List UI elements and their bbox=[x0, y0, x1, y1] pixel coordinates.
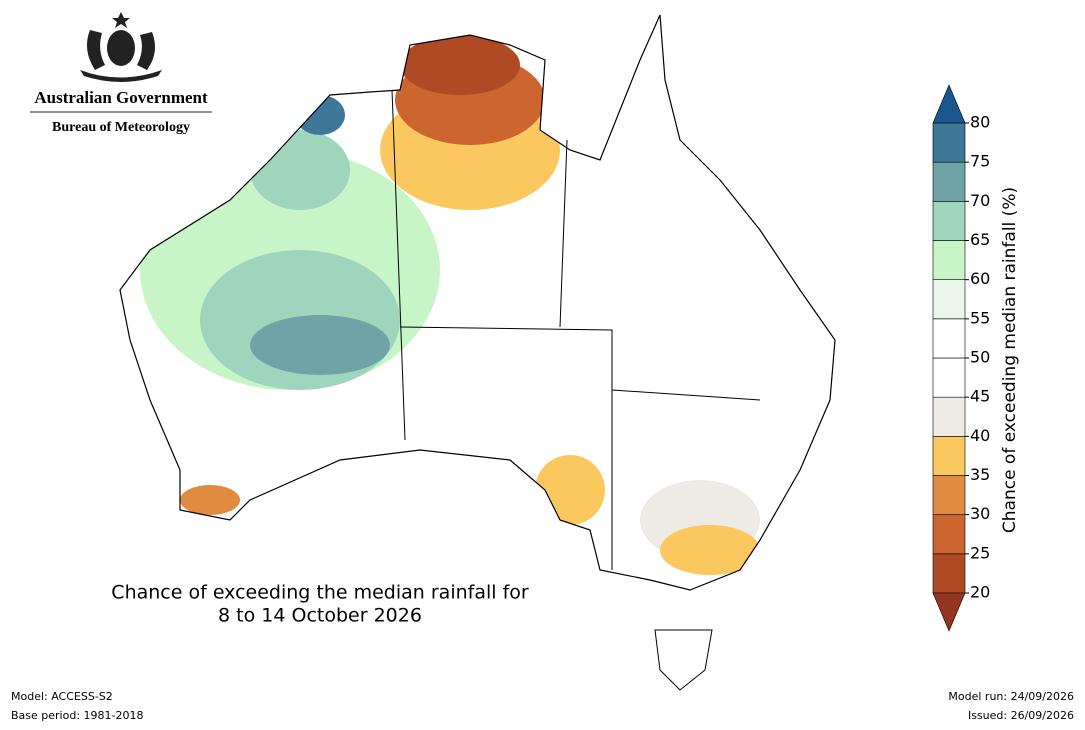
colorbar-bin bbox=[932, 122, 966, 163]
colorbar-tick-label: 45 bbox=[970, 387, 990, 406]
footer-note: Base period: 1981-2018 bbox=[11, 709, 143, 722]
colorbar-label: Chance of exceeding median rainfall (%) bbox=[1000, 187, 1020, 533]
colorbar-tick-label: 70 bbox=[970, 191, 990, 210]
colorbar-tick-label: 60 bbox=[970, 269, 990, 288]
colorbar-tick-label: 50 bbox=[970, 348, 990, 367]
colorbar-tick-label: 75 bbox=[970, 152, 990, 171]
org-subtitle: Bureau of Meteorology bbox=[52, 120, 190, 135]
footer-note: Model run: 24/09/2026 bbox=[948, 690, 1074, 703]
org-title: Australian Government bbox=[34, 88, 208, 107]
crest bbox=[80, 12, 162, 82]
colorbar-tick-label: 25 bbox=[970, 543, 990, 562]
colorbar-over bbox=[932, 84, 966, 124]
colorbar-tick-label: 55 bbox=[970, 308, 990, 327]
colorbar-tick-label: 35 bbox=[970, 465, 990, 484]
footer-note: Issued: 26/09/2026 bbox=[968, 709, 1074, 722]
colorbar-bin bbox=[932, 514, 966, 555]
colorbar-bin bbox=[932, 553, 966, 594]
colorbar-tick-label: 20 bbox=[970, 583, 990, 602]
colorbar-bin bbox=[932, 279, 966, 320]
colorbar-bin bbox=[932, 201, 966, 241]
colorbar-bin bbox=[932, 396, 966, 437]
colorbar-bin bbox=[932, 357, 966, 398]
colorbar-bin bbox=[932, 318, 966, 359]
colorbar-bin bbox=[932, 161, 966, 202]
tasmania bbox=[654, 629, 713, 691]
map-title: 8 to 14 October 2026 bbox=[218, 605, 422, 627]
colorbar-bin bbox=[932, 436, 966, 476]
colorbar-bin bbox=[932, 240, 966, 280]
colorbar-bin bbox=[932, 475, 966, 515]
state-borders bbox=[391, 89, 761, 570]
colorbar-under bbox=[932, 592, 966, 632]
colorbar-tick-label: 80 bbox=[970, 113, 990, 132]
map-title: Chance of exceeding the median rainfall … bbox=[111, 582, 529, 604]
footer-note: Model: ACCESS-S2 bbox=[11, 690, 113, 703]
colorbar-tick-label: 65 bbox=[970, 230, 990, 249]
colorbar-tick-label: 30 bbox=[970, 504, 990, 523]
colorbar-tick-label: 40 bbox=[970, 426, 990, 445]
colorbar: 20 25 30 35 40 45 50 55 60 65 70 75 80 bbox=[932, 84, 990, 632]
